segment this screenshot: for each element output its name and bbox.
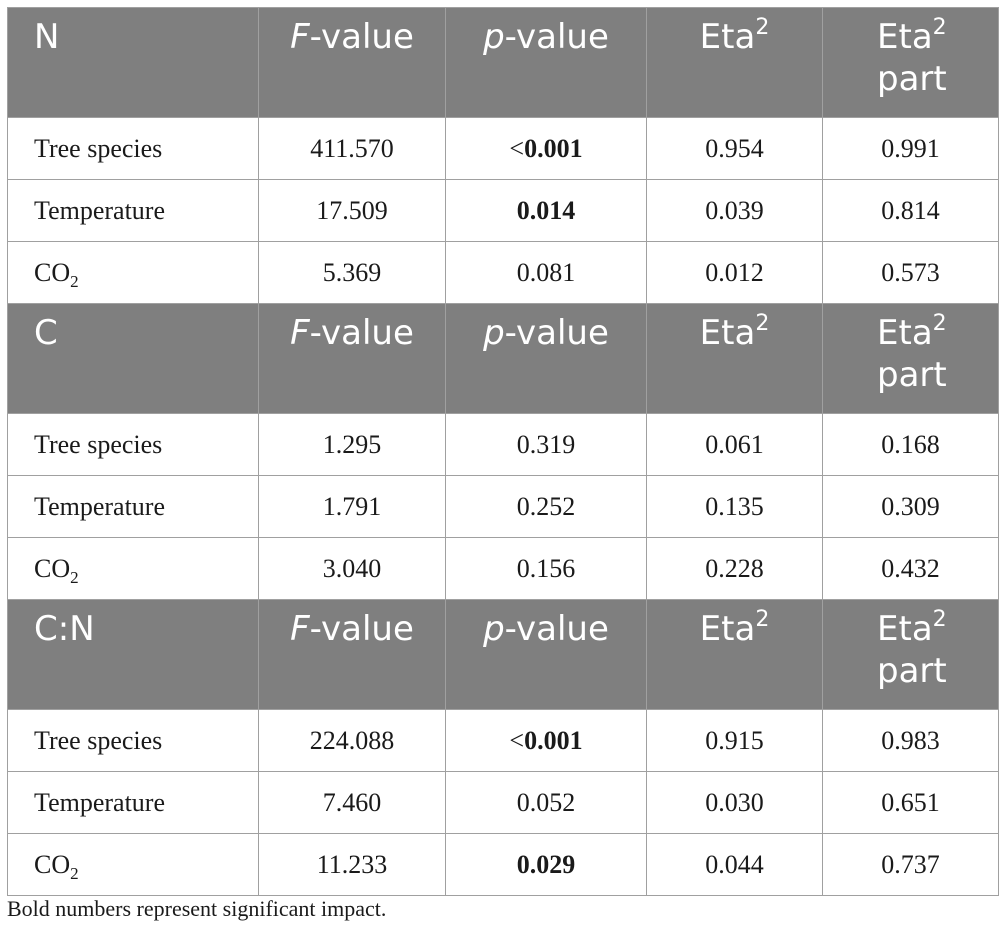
table-row: Tree species 411.570 <0.001 0.954 0.991	[7, 117, 999, 180]
f-value-cell: 3.040	[258, 537, 446, 600]
eta-squared-partial-cell: 0.573	[822, 241, 999, 304]
eta-squared-cell: 0.228	[646, 537, 823, 600]
p-value-cell: <0.001	[445, 709, 647, 772]
p-value-cell: 0.081	[445, 241, 647, 304]
table-row: Temperature 17.509 0.014 0.039 0.814	[7, 179, 999, 242]
f-value-cell: 224.088	[258, 709, 446, 772]
eta-squared-partial-header: Eta2 part	[822, 7, 999, 118]
factor-label: Temperature	[7, 475, 259, 538]
p-value-cell: <0.001	[445, 117, 647, 180]
f-value-cell: 5.369	[258, 241, 446, 304]
eta-squared-partial-cell: 0.309	[822, 475, 999, 538]
f-value-cell: 1.295	[258, 413, 446, 476]
eta-squared-partial-cell: 0.432	[822, 537, 999, 600]
f-value-cell: 11.233	[258, 833, 446, 896]
factor-label: CO2	[7, 833, 259, 896]
section-title: C:N	[7, 599, 259, 710]
eta-squared-partial-cell: 0.651	[822, 771, 999, 834]
p-value-cell: 0.052	[445, 771, 647, 834]
p-value-cell: 0.252	[445, 475, 647, 538]
factor-label: Tree species	[7, 117, 259, 180]
p-value-cell: 0.319	[445, 413, 647, 476]
table-row: Temperature 1.791 0.252 0.135 0.309	[7, 475, 999, 538]
eta-squared-cell: 0.135	[646, 475, 823, 538]
anova-results-table: N F-value p-value Eta2 Eta2 part Tree species 4…	[7, 7, 999, 896]
eta-squared-cell: 0.915	[646, 709, 823, 772]
p-value-cell: 0.014	[445, 179, 647, 242]
p-value-header: p-value	[445, 7, 647, 118]
eta-squared-partial-cell: 0.814	[822, 179, 999, 242]
eta-squared-partial-header: Eta2 part	[822, 599, 999, 710]
eta-squared-cell: 0.954	[646, 117, 823, 180]
p-value-cell: 0.156	[445, 537, 647, 600]
factor-label: Tree species	[7, 413, 259, 476]
eta-squared-cell: 0.030	[646, 771, 823, 834]
table-row: Tree species 1.295 0.319 0.061 0.168	[7, 413, 999, 476]
eta-squared-partial-header: Eta2 part	[822, 303, 999, 414]
section-header-row: C:N F-value p-value Eta2 Eta2 part	[7, 599, 999, 710]
f-value-cell: 411.570	[258, 117, 446, 180]
f-value-header: F-value	[258, 7, 446, 118]
section-title: N	[7, 7, 259, 118]
p-value-header: p-value	[445, 303, 647, 414]
factor-label: Tree species	[7, 709, 259, 772]
f-value-cell: 7.460	[258, 771, 446, 834]
section-header-row: C F-value p-value Eta2 Eta2 part	[7, 303, 999, 414]
section-title: C	[7, 303, 259, 414]
eta-squared-partial-cell: 0.168	[822, 413, 999, 476]
eta-squared-cell: 0.039	[646, 179, 823, 242]
f-value-cell: 1.791	[258, 475, 446, 538]
eta-squared-header: Eta2	[646, 599, 823, 710]
f-value-cell: 17.509	[258, 179, 446, 242]
eta-squared-cell: 0.061	[646, 413, 823, 476]
factor-label: Temperature	[7, 771, 259, 834]
section-header-row: N F-value p-value Eta2 Eta2 part	[7, 7, 999, 118]
eta-squared-cell: 0.012	[646, 241, 823, 304]
table-footnote: Bold numbers represent significant impac…	[7, 896, 387, 921]
eta-squared-cell: 0.044	[646, 833, 823, 896]
eta-squared-partial-cell: 0.737	[822, 833, 999, 896]
f-value-header: F-value	[258, 599, 446, 710]
eta-squared-header: Eta2	[646, 303, 823, 414]
factor-label: CO2	[7, 241, 259, 304]
factor-label: Temperature	[7, 179, 259, 242]
table-row: CO2 3.040 0.156 0.228 0.432	[7, 537, 999, 600]
table-row: CO2 5.369 0.081 0.012 0.573	[7, 241, 999, 304]
eta-squared-partial-cell: 0.991	[822, 117, 999, 180]
table-row: Temperature 7.460 0.052 0.030 0.651	[7, 771, 999, 834]
factor-label: CO2	[7, 537, 259, 600]
f-value-header: F-value	[258, 303, 446, 414]
eta-squared-header: Eta2	[646, 7, 823, 118]
p-value-header: p-value	[445, 599, 647, 710]
table-row: Tree species 224.088 <0.001 0.915 0.983	[7, 709, 999, 772]
eta-squared-partial-cell: 0.983	[822, 709, 999, 772]
table-row: CO2 11.233 0.029 0.044 0.737	[7, 833, 999, 896]
p-value-cell: 0.029	[445, 833, 647, 896]
